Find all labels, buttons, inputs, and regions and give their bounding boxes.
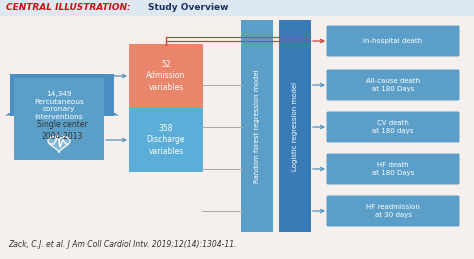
FancyBboxPatch shape bbox=[327, 25, 459, 56]
Text: All-cause death
at 180 Days: All-cause death at 180 Days bbox=[366, 78, 420, 92]
Text: Logistic regression model: Logistic regression model bbox=[292, 81, 298, 171]
Polygon shape bbox=[48, 137, 70, 153]
FancyBboxPatch shape bbox=[10, 74, 114, 116]
FancyBboxPatch shape bbox=[129, 44, 203, 108]
Text: CV death
at 180 days: CV death at 180 days bbox=[372, 120, 414, 134]
FancyBboxPatch shape bbox=[129, 108, 203, 172]
Text: 52
Admission
variables: 52 Admission variables bbox=[146, 60, 186, 92]
FancyBboxPatch shape bbox=[327, 196, 459, 227]
FancyBboxPatch shape bbox=[57, 86, 67, 93]
FancyBboxPatch shape bbox=[241, 20, 273, 232]
FancyBboxPatch shape bbox=[327, 69, 459, 100]
Text: HF death
at 180 Days: HF death at 180 Days bbox=[372, 162, 414, 176]
Text: 14,349
Percutaneous
coronary
interventions: 14,349 Percutaneous coronary interventio… bbox=[34, 91, 84, 120]
Polygon shape bbox=[5, 82, 119, 116]
Text: Random forest regression model: Random forest regression model bbox=[254, 69, 260, 183]
Text: 358
Discharge
variables: 358 Discharge variables bbox=[147, 124, 185, 156]
FancyBboxPatch shape bbox=[0, 0, 474, 16]
FancyBboxPatch shape bbox=[14, 78, 104, 160]
FancyBboxPatch shape bbox=[58, 86, 65, 102]
Text: Study Overview: Study Overview bbox=[148, 4, 228, 12]
Text: CENTRAL ILLUSTRATION:: CENTRAL ILLUSTRATION: bbox=[6, 4, 131, 12]
FancyBboxPatch shape bbox=[327, 154, 459, 184]
FancyBboxPatch shape bbox=[279, 20, 311, 232]
Text: Single center
2004-2013: Single center 2004-2013 bbox=[36, 120, 87, 141]
Text: In-hospital death: In-hospital death bbox=[364, 38, 422, 44]
Text: Zack, C.J. et al. J Am Coll Cardiol Intv. 2019;12(14):1304-11.: Zack, C.J. et al. J Am Coll Cardiol Intv… bbox=[8, 240, 237, 249]
FancyBboxPatch shape bbox=[327, 112, 459, 142]
Text: HF readmission
at 30 days: HF readmission at 30 days bbox=[366, 204, 420, 218]
